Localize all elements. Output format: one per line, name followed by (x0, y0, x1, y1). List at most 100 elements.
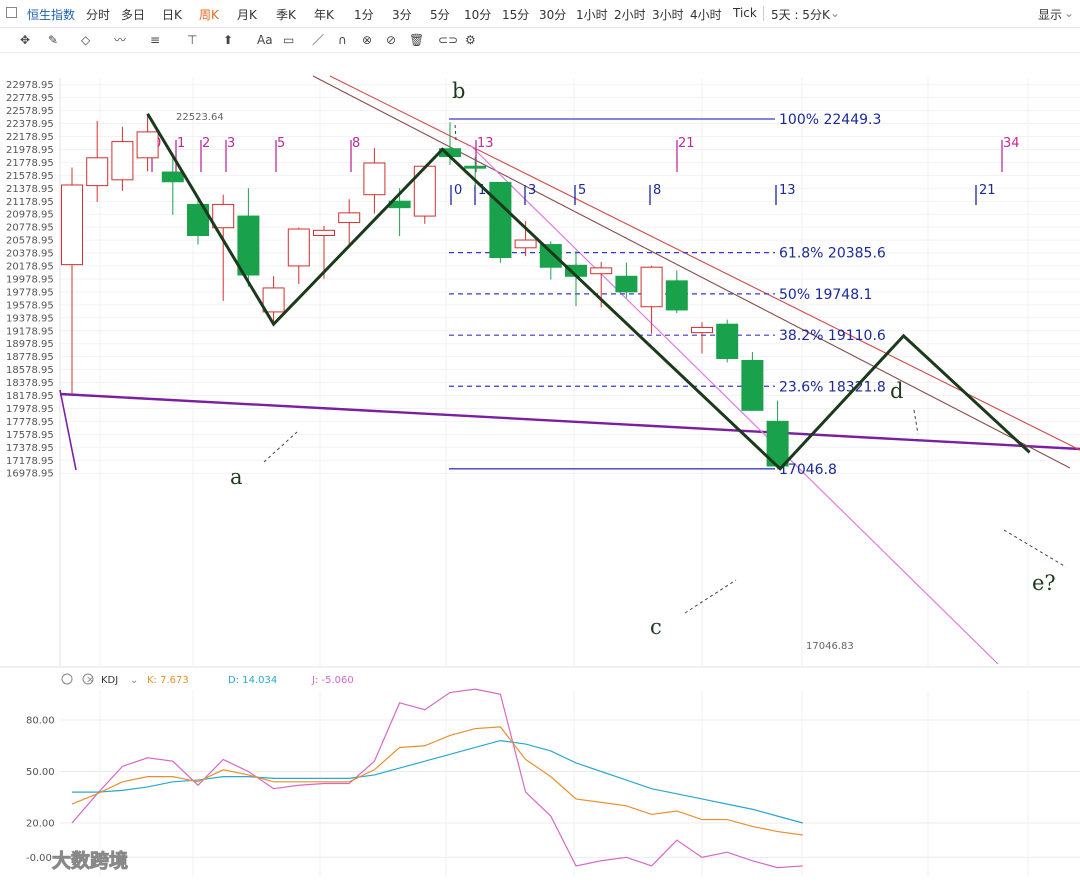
text-icon[interactable]: Aa (257, 33, 273, 47)
price-tick-label: 17378.95 (6, 443, 54, 454)
kdj-d-value: D: 14.034 (228, 675, 277, 686)
red-channel-line (329, 75, 1080, 451)
shape-icon[interactable]: ◇ (81, 33, 91, 47)
fib-level-label: 17046.8 (779, 462, 837, 478)
tab-1min[interactable]: 1分 (354, 8, 374, 22)
candle-body (111, 141, 134, 181)
tab-15min[interactable]: 15分 (502, 8, 530, 22)
fib-level-label: 38.2% 19110.6 (779, 328, 886, 344)
fib-level-label: 100% 22449.3 (779, 112, 881, 128)
dark-channel-line (312, 75, 1071, 469)
tab-tick[interactable]: Tick (733, 6, 757, 20)
pointer-dash-line (913, 409, 919, 435)
price-tick-label: 19578.95 (6, 300, 54, 311)
line-icon[interactable]: ／ (312, 33, 325, 47)
price-tick-label: 21778.95 (6, 158, 54, 169)
pointer-dash-line (684, 579, 737, 614)
candle-body (212, 203, 235, 229)
trash-icon[interactable]: 🗑 (409, 33, 425, 47)
price-tick-label: 19378.95 (6, 313, 54, 324)
link-icon[interactable]: ⊂⊃ (438, 33, 459, 47)
candle-body (86, 157, 109, 187)
cycle-count-blue: 5 (578, 183, 586, 198)
price-tick-label: 19978.95 (6, 274, 54, 285)
symbol-title[interactable]: 恒生指数 (27, 8, 76, 22)
tab-10min[interactable]: 10分 (464, 8, 492, 22)
pointer-dash-line (454, 123, 457, 141)
candle-body (187, 203, 209, 236)
tab-1hour[interactable]: 1小时 (576, 8, 608, 22)
price-tick-label: 18978.95 (6, 339, 54, 350)
kdj-tick-label: 50.00 (26, 767, 55, 778)
arrow-up-icon[interactable]: ⬆ (223, 33, 234, 47)
note-icon[interactable]: ▭ (283, 33, 295, 47)
tab-5min[interactable]: 5分 (430, 8, 450, 22)
fib-level-label: 23.6% 18321.8 (779, 379, 886, 395)
close-x-glyph: × (86, 675, 94, 686)
price-tick-label: 22778.95 (6, 93, 54, 104)
toolbar-divider (763, 6, 764, 21)
kdj-settings-icon[interactable] (61, 673, 73, 685)
settings-icon[interactable]: ⚙ (465, 33, 476, 47)
price-tick-label: 17578.95 (6, 430, 54, 441)
price-tick-label: 22578.95 (6, 106, 54, 117)
price-tick-label: 21578.95 (6, 171, 54, 182)
wave-label: a (230, 465, 243, 489)
kdj-d-line (72, 739, 803, 824)
wave-label: b (452, 79, 465, 103)
cycle-count-blue: 13 (779, 183, 796, 198)
wave-label: d (890, 379, 903, 403)
move-icon[interactable]: ✥ (20, 33, 31, 47)
tab-monthly[interactable]: 月K (237, 8, 257, 22)
tab-yearly[interactable]: 年K (314, 8, 334, 22)
chart-grid (0, 78, 1080, 876)
text-cursor-icon[interactable]: ⊤ (187, 33, 198, 47)
tab-multiday[interactable]: 多日 (121, 8, 146, 22)
tab-daily[interactable]: 日K (162, 8, 182, 22)
cycle-count-blue: 0 (454, 183, 462, 198)
ellipse-icon[interactable]: ⊗ (362, 33, 373, 47)
price-tick-label: 20778.95 (6, 223, 54, 234)
ban-icon[interactable]: ⊘ (386, 33, 397, 47)
tab-2hour[interactable]: 2小时 (614, 8, 646, 22)
candle-body (237, 215, 260, 276)
tab-5day-5min[interactable]: 5天 : 5分K (771, 8, 830, 22)
price-tick-label: 21378.95 (6, 184, 54, 195)
display-chevron-down-icon[interactable]: ⌄ (1064, 6, 1075, 20)
period-toolbar: 恒生指数 分时 多日 日K 周K 月K 季K 年K 1分 3分 5分 10分 1… (0, 0, 1080, 28)
horizontal-trend-line (59, 392, 1080, 451)
cycle-count-magenta: 13 (477, 136, 494, 151)
fib-icon[interactable]: ≡ (150, 33, 161, 47)
tab-weekly[interactable]: 周K (199, 8, 219, 22)
high-price-label: 22523.64 (176, 112, 224, 123)
tab-timeshare[interactable]: 分时 (86, 8, 111, 22)
chevron-down-icon[interactable]: ⌄ (830, 6, 841, 20)
price-tick-label: 18178.95 (6, 391, 54, 402)
cycle-count-magenta: 34 (1003, 136, 1020, 151)
kdj-chevron-down-icon[interactable]: ⌄ (130, 675, 138, 686)
tab-4hour[interactable]: 4小时 (690, 8, 722, 22)
price-tick-label: 22178.95 (6, 132, 54, 143)
kdj-tick-label: -0.00 (26, 853, 52, 864)
kdj-header: × KDJ ⌄ K: 7.673 D: 14.034 J: -5.060 (61, 673, 354, 686)
brush-icon[interactable]: ✎ (48, 33, 59, 47)
price-tick-label: 18578.95 (6, 365, 54, 376)
cycle-count-magenta: 3 (227, 136, 235, 151)
arc-icon[interactable]: ∩ (338, 33, 347, 47)
fib-level-label: 50% 19748.1 (779, 287, 872, 303)
tab-3min[interactable]: 3分 (392, 8, 412, 22)
candle-body (363, 162, 386, 196)
price-tick-label: 16978.95 (6, 469, 54, 480)
kdj-close-icon[interactable] (82, 673, 94, 685)
tab-30min[interactable]: 30分 (539, 8, 567, 22)
wave-path (146, 112, 1031, 471)
tab-3hour[interactable]: 3小时 (652, 8, 684, 22)
price-tick-label: 18378.95 (6, 378, 54, 389)
display-button[interactable]: 显示 (1038, 8, 1063, 22)
kdj-indicator-name[interactable]: KDJ (101, 675, 118, 686)
tab-quarterly[interactable]: 季K (276, 8, 296, 22)
wave-icon[interactable]: 〰 (114, 33, 127, 47)
toggle-checkbox[interactable] (6, 7, 17, 18)
price-tick-label: 21178.95 (6, 197, 54, 208)
